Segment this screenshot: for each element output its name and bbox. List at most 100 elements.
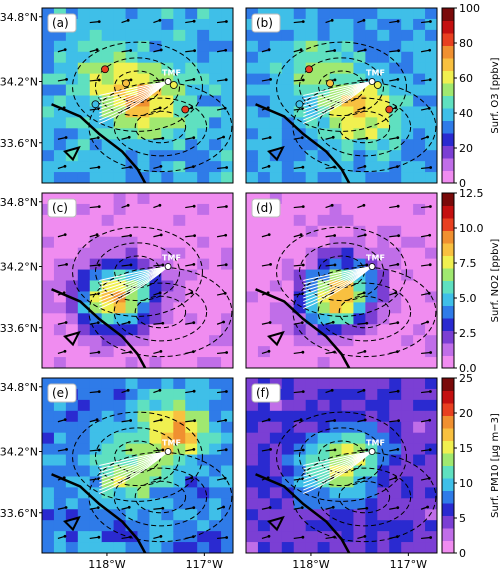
heatmap-cell — [329, 388, 342, 401]
heatmap-cell — [125, 520, 138, 532]
heatmap-cell — [425, 225, 437, 238]
heatmap-cell — [209, 542, 222, 553]
heatmap-cell — [365, 465, 378, 477]
heatmap-cell — [42, 172, 55, 183]
wind-arrow-head — [331, 135, 335, 139]
heatmap-cell — [377, 8, 390, 20]
wind-arrow-head — [64, 321, 68, 324]
heatmap-cell — [53, 509, 67, 521]
heatmap-cell — [269, 346, 283, 358]
heatmap-cell — [401, 388, 414, 401]
heatmap-cell — [65, 280, 79, 292]
heatmap-cell — [197, 498, 210, 510]
wind-arrow — [89, 206, 100, 209]
heatmap-cell — [425, 62, 437, 75]
heatmap-cell — [137, 18, 150, 31]
heatmap-cell — [65, 29, 79, 42]
heatmap-cell — [365, 509, 378, 521]
heatmap-cell — [341, 531, 354, 543]
heatmap-cell — [353, 8, 366, 20]
heatmap-cell — [257, 29, 271, 42]
wind-arrow — [89, 449, 100, 452]
heatmap-cell — [401, 357, 414, 368]
heatmap-cell — [149, 18, 162, 31]
heatmap-cell — [125, 128, 138, 140]
heatmap-cell — [161, 346, 174, 358]
heatmap-cell — [389, 302, 402, 314]
heatmap-cell — [125, 410, 138, 423]
heatmap-cell — [42, 346, 55, 358]
heatmap-cell — [365, 378, 378, 390]
heatmap-cell — [125, 95, 138, 107]
heatmap-cell — [293, 280, 307, 292]
wind-arrow-head — [333, 448, 337, 452]
heatmap-cell — [413, 95, 426, 107]
heatmap-cell — [149, 214, 162, 227]
heatmap-cell — [101, 421, 115, 434]
heatmap-cell — [389, 139, 402, 151]
heatmap-cell — [173, 128, 186, 140]
heatmap-cell — [221, 203, 233, 216]
heatmap-cell — [353, 172, 366, 183]
heatmap-cell — [53, 520, 67, 532]
heatmap-cell — [365, 214, 378, 227]
heatmap-cell — [113, 542, 127, 553]
wind-arrow-head — [395, 535, 399, 539]
heatmap-cell — [77, 542, 91, 553]
heatmap-cell — [89, 388, 103, 401]
wind-arrow — [325, 234, 335, 238]
heatmap-cell — [293, 106, 307, 118]
heatmap-cell — [341, 193, 354, 205]
wind-arrow-head — [333, 419, 337, 422]
heatmap-cell — [377, 95, 390, 107]
y-tick-label: 33.6°N — [0, 507, 38, 520]
heatmap-cell — [269, 410, 283, 423]
heatmap-cell — [77, 465, 91, 477]
heatmap-cell — [365, 280, 378, 292]
heatmap-cell — [101, 150, 115, 162]
heatmap-cell — [101, 335, 115, 347]
heatmap-cell — [209, 106, 222, 118]
wind-arrow-head — [96, 136, 100, 140]
heatmap-cell — [305, 117, 319, 129]
heatmap-cell — [401, 432, 414, 445]
heatmap-cell — [173, 509, 186, 521]
heatmap-cell — [65, 432, 79, 445]
heatmap-cell — [317, 324, 331, 336]
heatmap-cell — [293, 346, 307, 358]
panel-label-box — [251, 383, 281, 403]
contour-line — [134, 480, 187, 514]
heatmap-cell — [42, 214, 55, 227]
heatmap-cell — [53, 172, 67, 183]
heatmap-cell — [185, 29, 198, 42]
heatmap-cell — [269, 399, 283, 412]
heatmap-cell — [209, 95, 222, 107]
wind-arrow-head — [363, 233, 367, 237]
heatmap-cell — [377, 62, 390, 75]
wind-arrow-head — [299, 48, 303, 52]
heatmap-cell — [161, 357, 174, 368]
heatmap-cell — [89, 346, 103, 358]
heatmap-cell — [197, 40, 210, 53]
wind-arrow-head — [126, 388, 130, 392]
heatmap-cell — [293, 40, 307, 53]
colorbar-segment — [442, 8, 454, 21]
heatmap-cell — [185, 51, 198, 64]
heatmap-cell — [101, 193, 115, 205]
heatmap-cell — [341, 335, 354, 347]
heatmap-cell — [341, 51, 354, 64]
heatmap-cell — [425, 236, 437, 249]
colorbar-tick-label: 12.5 — [459, 187, 484, 200]
heatmap-cell — [89, 161, 103, 173]
heatmap-cell — [185, 128, 198, 140]
heatmap-cell — [209, 531, 222, 543]
contour-line — [134, 295, 187, 329]
wind-arrow — [185, 448, 194, 452]
heatmap-cell — [149, 172, 162, 183]
heatmap-cell — [353, 313, 366, 325]
heatmap-cell — [329, 225, 342, 238]
heatmap-cell — [329, 357, 342, 368]
heatmap-cell — [353, 40, 366, 53]
heatmap-cell — [125, 236, 138, 249]
colorbar-segment — [442, 268, 454, 281]
